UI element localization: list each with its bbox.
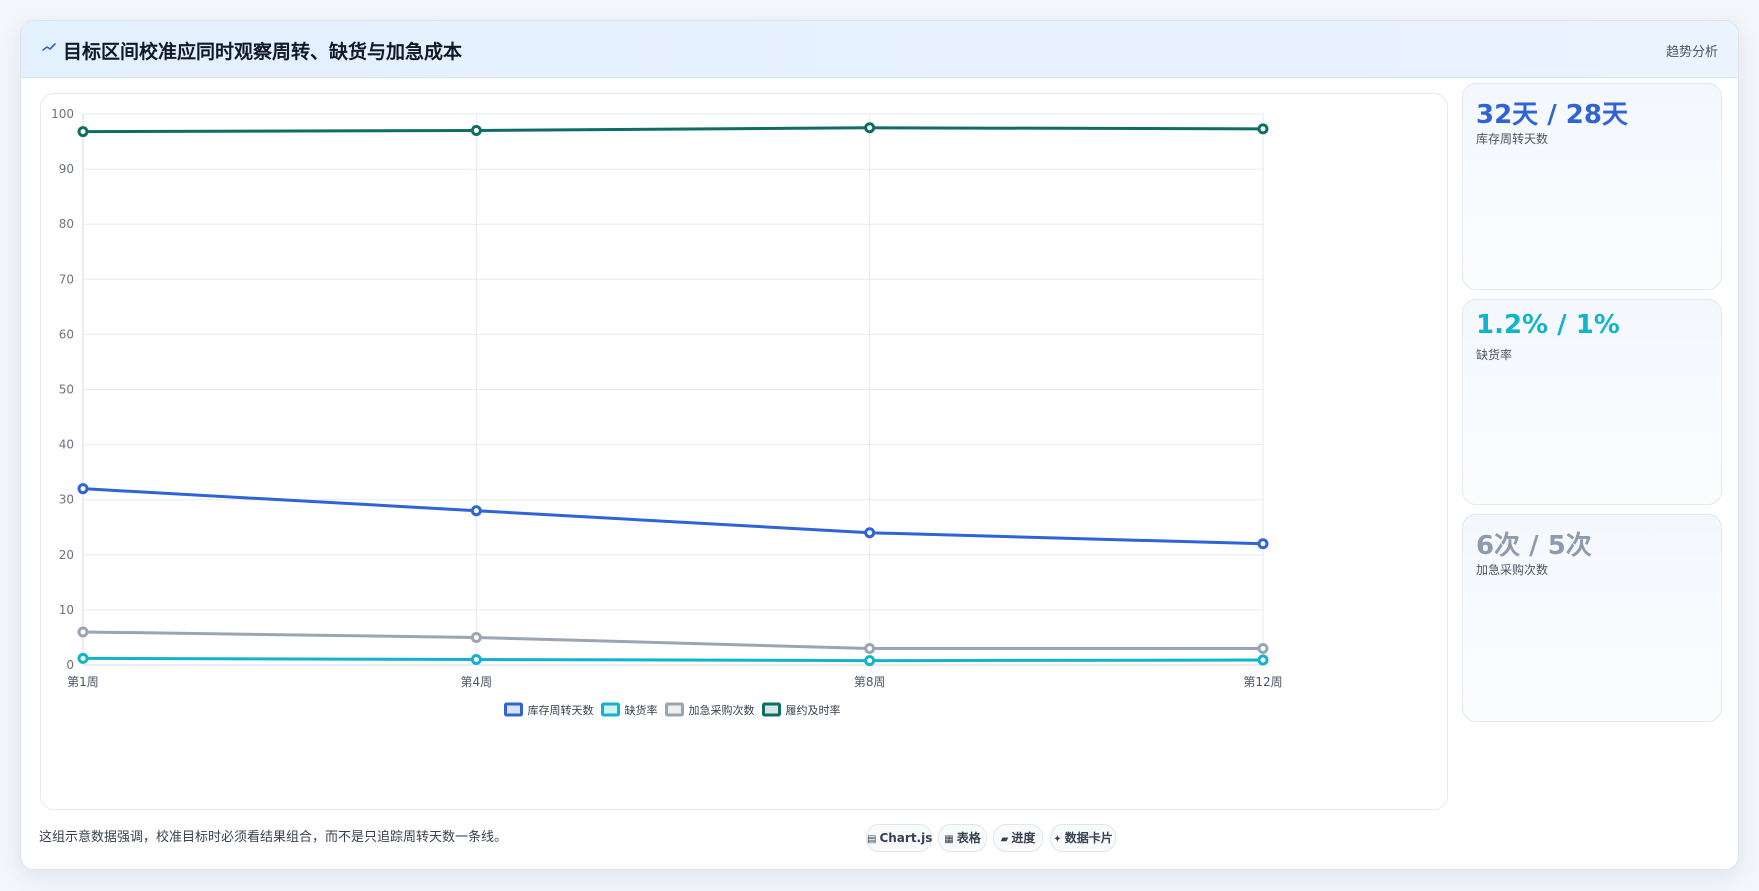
- legend-label: 缺货率: [625, 703, 658, 717]
- chart-icon: ▤: [867, 834, 877, 845]
- data-point: [77, 483, 89, 495]
- y-tick-label: 50: [59, 383, 74, 397]
- x-tick-label: 第4周: [461, 675, 493, 689]
- data-point: [1257, 642, 1269, 654]
- kpi-card-stockout: 1.2% / 1% 缺货率: [1462, 299, 1722, 505]
- progress-icon: ▰: [1000, 834, 1009, 845]
- y-tick-label: 40: [59, 438, 74, 452]
- legend-label: 履约及时率: [786, 703, 841, 717]
- line-chart: 0 10 20 30 40 50 60 70 80 90 100 第1周 第4周 第8周 第12周库存周转天…: [51, 107, 1283, 717]
- y-tick-label: 90: [59, 162, 74, 176]
- data-point: [1257, 538, 1269, 550]
- kpi-value: 1.2% / 1%: [1476, 310, 1620, 340]
- legend-swatch: [762, 702, 781, 717]
- x-tick-label: 第12周: [1243, 675, 1282, 689]
- x-tick-label: 第8周: [854, 675, 886, 689]
- y-tick-label: 20: [59, 548, 74, 562]
- chart-panel: 0 10 20 30 40 50 60 70 80 90 100 第1周 第4周 第8周 第12周库存周转天…: [40, 93, 1448, 810]
- data-point: [1257, 654, 1269, 666]
- series-line-2: [81, 630, 1265, 650]
- trend-card: 目标区间校准应同时观察周转、缺货与加急成本 趋势分析 0 10 20 30 40 50 60…: [20, 20, 1739, 870]
- legend-label: 加急采购次数: [689, 703, 755, 717]
- series-line-0: [81, 487, 1265, 546]
- y-tick-label: 0: [66, 658, 74, 672]
- y-tick-label: 30: [59, 493, 74, 507]
- legend-label: 库存周转天数: [528, 703, 594, 717]
- pill-label: 进度: [1011, 831, 1036, 845]
- data-point: [77, 126, 89, 138]
- series-line-1: [81, 656, 1265, 663]
- data-point: [77, 652, 89, 664]
- card-title: 目标区间校准应同时观察周转、缺货与加急成本: [63, 41, 463, 63]
- kpi-card-turnover: 32天 / 28天 库存周转天数: [1462, 83, 1722, 290]
- sparkle-icon: ✦: [1053, 834, 1062, 845]
- pill-data-card[interactable]: ✦ 数据卡片: [1050, 824, 1116, 852]
- data-point: [1257, 123, 1269, 135]
- kpi-label: 加急采购次数: [1476, 563, 1549, 577]
- table-icon: ▦: [944, 834, 954, 845]
- legend-swatch: [504, 702, 523, 717]
- legend-swatch: [601, 702, 620, 717]
- y-tick-label: 10: [59, 603, 74, 617]
- y-tick-label: 100: [51, 107, 74, 121]
- pill-chartjs[interactable]: ▤ Chart.js: [866, 824, 932, 852]
- pill-progress[interactable]: ▰ 进度: [993, 824, 1043, 852]
- pill-label: 表格: [956, 831, 981, 845]
- data-point: [864, 122, 876, 134]
- data-point: [470, 505, 482, 517]
- kpi-label: 库存周转天数: [1476, 132, 1549, 146]
- card-header: 目标区间校准应同时观察周转、缺货与加急成本 趋势分析: [21, 21, 1738, 78]
- y-tick-label: 60: [59, 327, 74, 341]
- footer-note: 这组示意数据强调，校准目标时必须看结果组合，而不是只追踪周转天数一条线。: [39, 830, 508, 845]
- kpi-value: 32天 / 28天: [1476, 100, 1628, 130]
- data-point: [864, 642, 876, 654]
- data-point: [470, 653, 482, 665]
- data-point: [864, 527, 876, 539]
- y-tick-label: 70: [59, 272, 74, 286]
- kpi-label: 缺货率: [1476, 348, 1513, 362]
- data-point: [77, 626, 89, 638]
- kpi-card-expedite: 6次 / 5次 加急采购次数: [1462, 514, 1722, 722]
- pill-label: 数据卡片: [1064, 831, 1113, 845]
- data-point: [864, 655, 876, 667]
- trend-icon: [42, 43, 56, 51]
- series-line-3: [81, 126, 1265, 134]
- y-tick-label: 80: [59, 217, 74, 231]
- data-point: [470, 125, 482, 137]
- analysis-tag: 趋势分析: [1665, 45, 1718, 60]
- pill-table[interactable]: ▦ 表格: [938, 824, 987, 852]
- kpi-value: 6次 / 5次: [1476, 531, 1592, 561]
- legend-swatch: [665, 702, 684, 717]
- x-tick-label: 第1周: [67, 675, 99, 689]
- data-point: [470, 631, 482, 643]
- pill-label: Chart.js: [879, 831, 933, 845]
